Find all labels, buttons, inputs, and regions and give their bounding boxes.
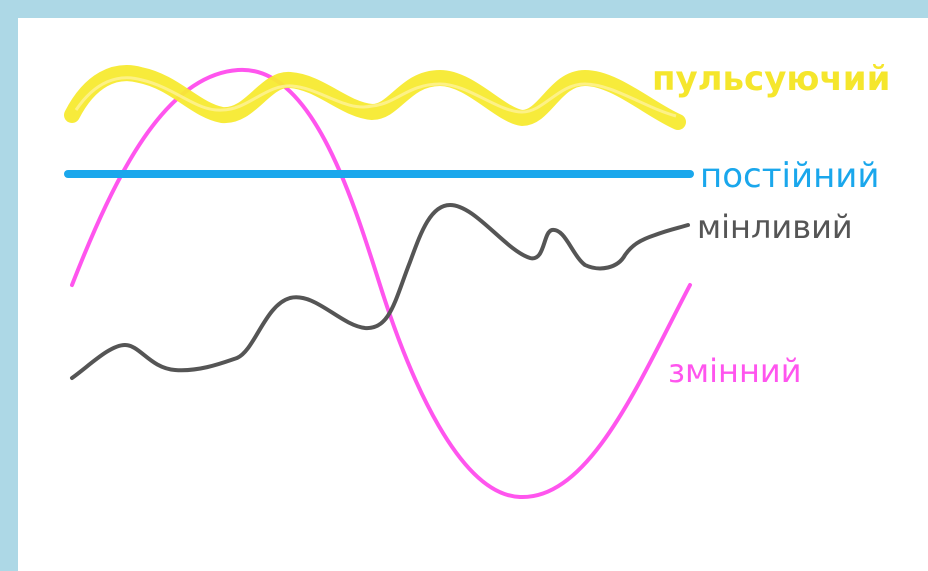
variable-current-curve — [70, 203, 690, 380]
alternating-current-label: змінний — [668, 352, 801, 390]
pulsating-current-label: пульсуючий — [652, 59, 890, 99]
pulsating-current-curve-highlight — [74, 76, 677, 118]
alternating-current-curve — [70, 67, 692, 500]
variable-current-label: мінливий — [697, 208, 853, 246]
pulsating-current-curve — [64, 65, 686, 130]
constant-current-label: постійний — [700, 156, 880, 196]
diagram-panel — [18, 18, 928, 571]
